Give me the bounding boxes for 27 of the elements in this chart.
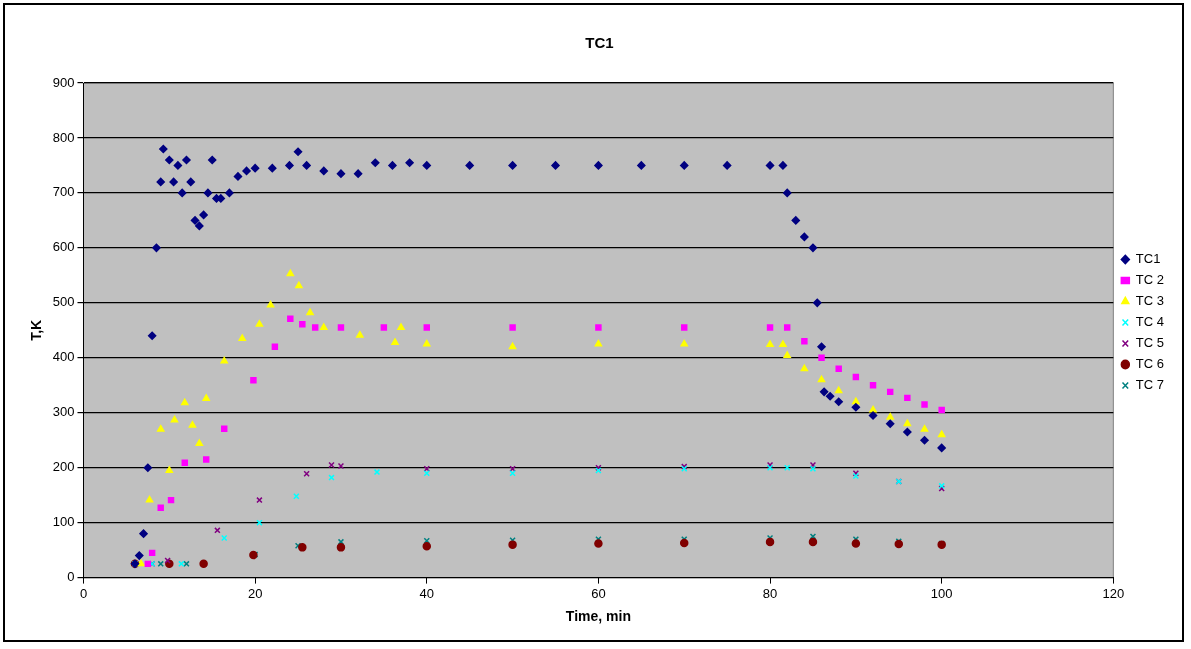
legend-label: TC 7: [1135, 377, 1164, 393]
y-tick-label: 800: [52, 129, 75, 145]
x-tick-label: 80: [762, 585, 778, 601]
y-tick-label: 200: [52, 459, 75, 475]
x-tick-label: 40: [419, 585, 434, 601]
chart-title: TC1: [585, 34, 614, 52]
y-tick-label: 100: [52, 514, 75, 530]
x-tick-label: 100: [930, 585, 953, 601]
x-tick-label: 0: [79, 585, 88, 601]
y-tick-label: 300: [52, 404, 75, 420]
y-tick-label: 700: [52, 184, 75, 200]
x-tick-label: 120: [1102, 585, 1125, 601]
legend-label: TC 6: [1135, 356, 1164, 372]
x-tick-label: 20: [247, 585, 263, 601]
y-tick-label: 0: [67, 569, 75, 585]
y-tick-label: 600: [52, 239, 75, 255]
x-axis-title: Time, min: [565, 608, 631, 625]
legend-label: TC 4: [1135, 314, 1164, 330]
legend-label: TC 2: [1135, 272, 1164, 288]
legend-label: TC 3: [1135, 293, 1164, 309]
y-tick-label: 400: [52, 349, 75, 365]
y-tick-label: 500: [52, 294, 75, 310]
x-tick-label: 60: [591, 585, 606, 601]
legend-label: TC1: [1135, 251, 1161, 267]
y-tick-label: 900: [52, 74, 75, 90]
y-axis-title: T,K: [28, 319, 45, 341]
legend-label: TC 5: [1135, 335, 1164, 351]
